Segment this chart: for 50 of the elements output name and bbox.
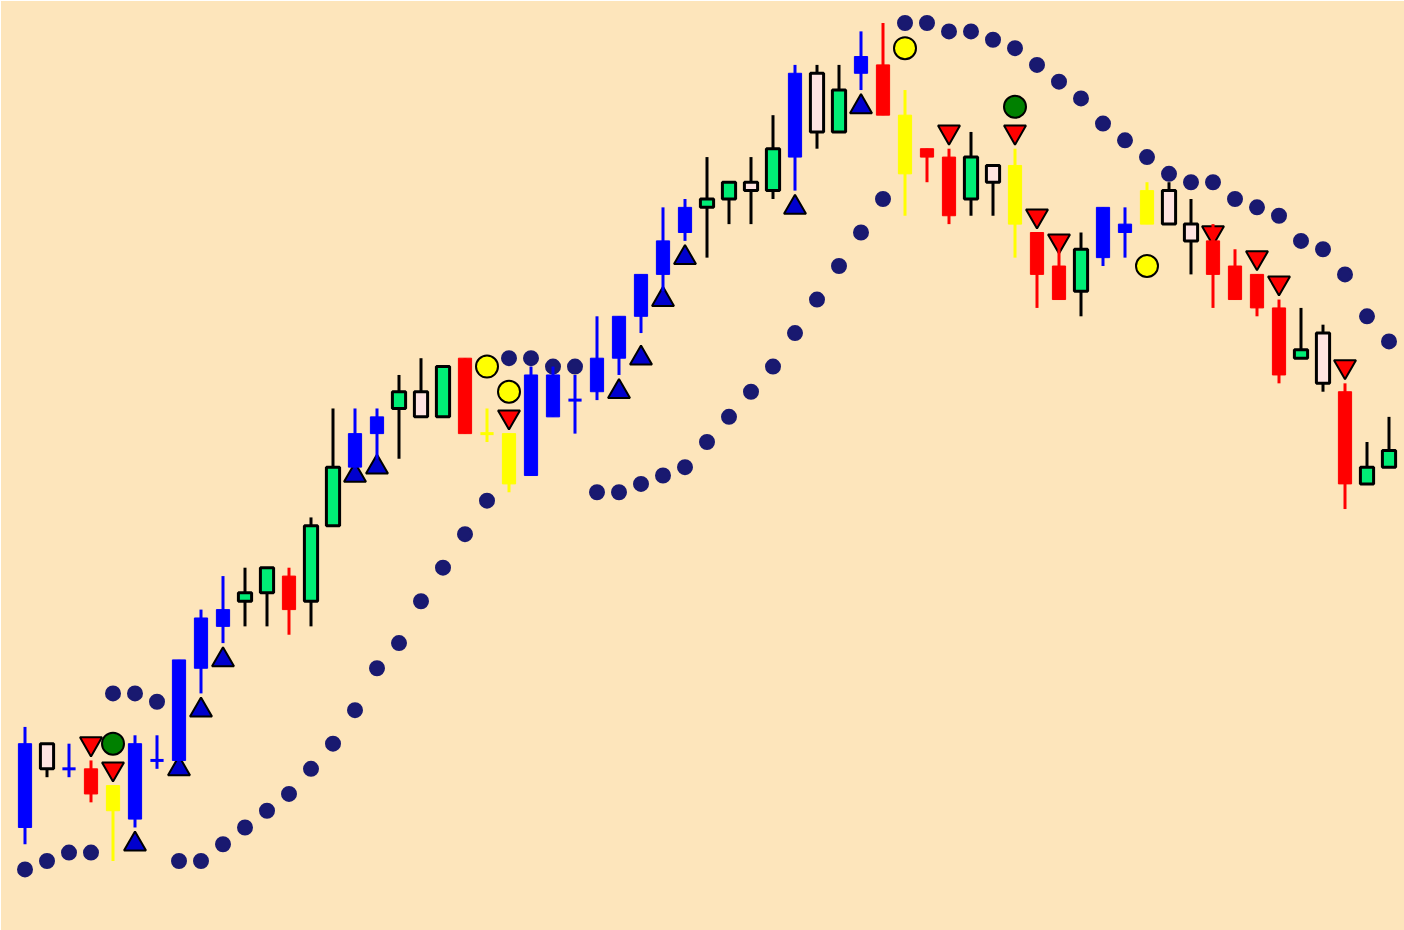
candlestick: [1380, 415, 1398, 469]
point: [607, 378, 631, 400]
point: [1047, 233, 1071, 255]
candlestick: [742, 155, 760, 226]
candlestick: [1117, 205, 1133, 260]
candlestick: [105, 784, 121, 863]
point: [629, 344, 653, 366]
candlestick: [347, 406, 363, 469]
candlestick: [655, 205, 671, 293]
candlestick: [412, 356, 430, 419]
candlestick: [258, 566, 276, 628]
point: [1003, 94, 1027, 119]
point: [475, 354, 499, 379]
candlestick: [60, 742, 78, 779]
point: [937, 124, 961, 146]
point: [497, 379, 521, 404]
point: [189, 696, 213, 718]
candlestick: [919, 147, 935, 184]
candlestick: [698, 155, 716, 260]
candlestick: [1292, 306, 1310, 360]
candlestick: [38, 742, 56, 779]
candlestick: [633, 272, 649, 335]
point: [1025, 208, 1049, 230]
candlestick: [589, 314, 605, 402]
point: [211, 646, 235, 668]
point: [123, 830, 147, 852]
candlestick: [148, 733, 166, 771]
point: [1003, 124, 1027, 146]
candlestick: [853, 29, 869, 92]
candlestick: [1358, 440, 1376, 486]
point: [365, 453, 389, 475]
point: [893, 36, 917, 61]
candlestick: [390, 373, 408, 461]
candlestick: [611, 314, 627, 377]
candlestick: [764, 113, 782, 201]
candlestick: [281, 566, 297, 637]
candlestick: [1139, 180, 1155, 226]
candlestick: [1205, 222, 1221, 310]
candlestick: [215, 574, 231, 645]
candlestick: [720, 180, 738, 226]
candlestick: [984, 163, 1002, 218]
point: [101, 731, 125, 756]
candlestick: [478, 406, 496, 444]
candlestick: [236, 566, 254, 628]
candlestick: [1072, 231, 1090, 318]
point: [1135, 254, 1159, 278]
candlestick: [962, 130, 980, 218]
candlestick: [1227, 247, 1243, 302]
candlestick: [369, 406, 385, 461]
candlestick: [677, 197, 693, 243]
